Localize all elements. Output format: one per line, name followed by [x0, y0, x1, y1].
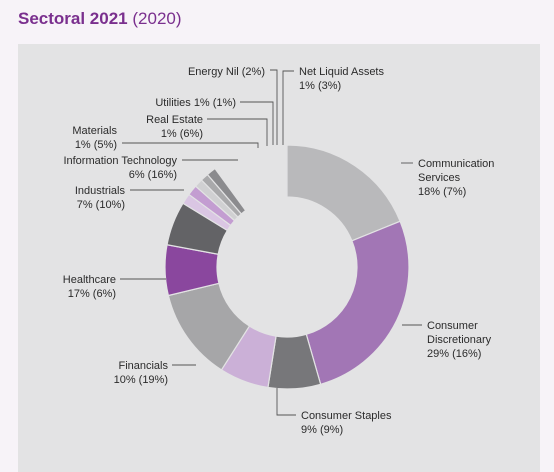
label-line-consumer-discretionary: Discretionary [427, 334, 492, 346]
label-line-materials: Materials [72, 125, 117, 137]
label-value-consumer-discretionary: 29% (16%) [427, 348, 481, 360]
label-line-utilities: Utilities 1% (1%) [155, 97, 236, 109]
label-line-net-liquid-assets: Net Liquid Assets [299, 66, 384, 78]
label-value-information-technology: 6% (16%) [129, 169, 177, 181]
label-line-communication-services: Services [418, 172, 461, 184]
leader-line-utilities [240, 101, 274, 145]
leader-line-consumer-staples [276, 388, 296, 416]
label-value-consumer-staples: 9% (9%) [301, 424, 343, 436]
label-line-healthcare: Healthcare [63, 274, 116, 286]
label-line-energy: Energy Nil (2%) [188, 66, 265, 78]
label-communication-services: Communication Services 18% (7%) [418, 158, 494, 198]
label-utilities: Utilities 1% (1%) [155, 97, 236, 109]
label-energy: Energy Nil (2%) [188, 66, 265, 78]
label-consumer-staples: Consumer Staples 9% (9%) [301, 410, 392, 436]
slice-communication-services [286, 144, 401, 242]
label-line-financials: Financials [118, 360, 168, 372]
slice-net-liquid-assets [206, 167, 247, 215]
label-consumer-discretionary: Consumer Discretionary 29% (16%) [427, 320, 492, 360]
label-line-industrials: Industrials [75, 185, 126, 197]
label-industrials: Industrials 7% (10%) [75, 185, 126, 211]
label-information-technology: Information Technology 6% (16%) [63, 155, 177, 181]
label-value-communication-services: 18% (7%) [418, 186, 466, 198]
label-value-healthcare: 17% (6%) [68, 288, 116, 300]
chart-title: Sectoral 2021 (2020) [18, 8, 182, 30]
label-value-industrials: 7% (10%) [77, 199, 125, 211]
leader-line-materials [122, 142, 259, 148]
leader-line-energy [270, 69, 278, 145]
leader-line-net-liquid-assets [282, 70, 294, 145]
label-line-information-technology: Information Technology [63, 155, 177, 167]
label-line-consumer-staples: Consumer Staples [301, 410, 392, 422]
label-value-real-estate: 1% (6%) [161, 128, 203, 140]
chart-panel [18, 44, 540, 472]
label-line-communication-services: Communication [418, 158, 494, 170]
chart-title-main: Sectoral 2021 [18, 9, 128, 28]
label-net-liquid-assets: Net Liquid Assets 1% (3%) [299, 66, 384, 92]
label-value-net-liquid-assets: 1% (3%) [299, 80, 341, 92]
label-value-financials: 10% (19%) [114, 374, 168, 386]
label-line-consumer-discretionary: Consumer [427, 320, 478, 332]
label-real-estate: Real Estate 1% (6%) [146, 114, 203, 140]
chart-title-comparison-year: (2020) [132, 9, 182, 28]
leader-line-real-estate [207, 118, 268, 146]
label-materials: Materials 1% (5%) [72, 125, 117, 151]
label-healthcare: Healthcare 17% (6%) [63, 274, 116, 300]
label-financials: Financials 10% (19%) [114, 360, 169, 386]
label-line-real-estate: Real Estate [146, 114, 203, 126]
label-value-materials: 1% (5%) [75, 139, 117, 151]
slice-consumer-discretionary [305, 220, 410, 386]
